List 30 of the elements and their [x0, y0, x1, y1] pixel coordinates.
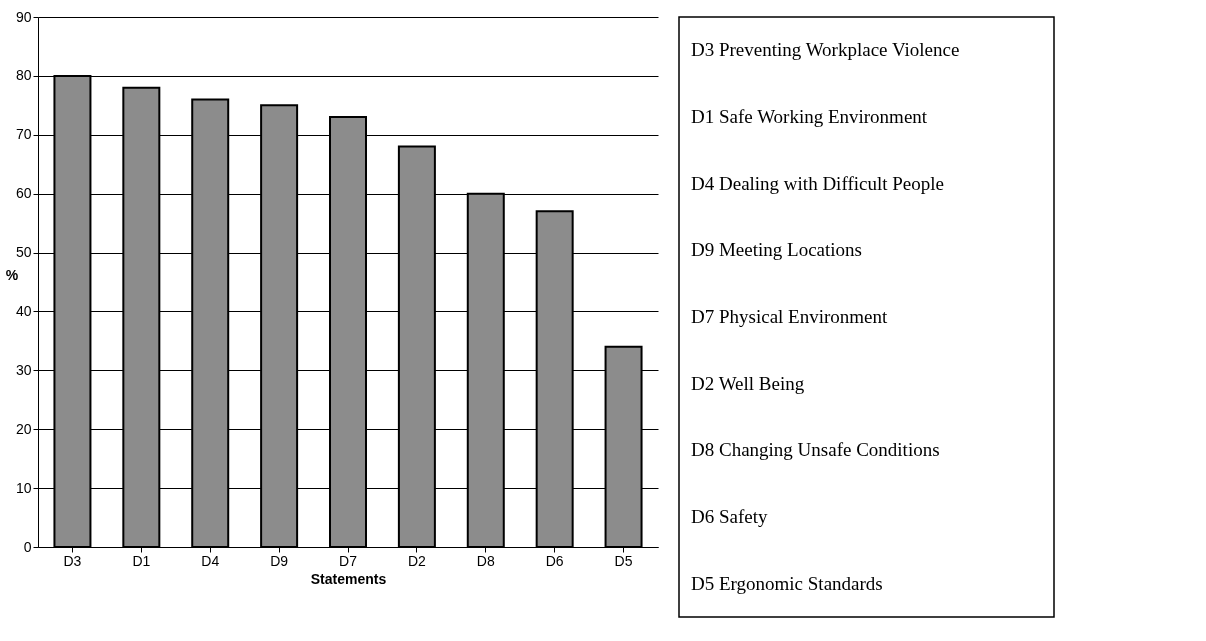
y-tick-label: 90	[15, 8, 32, 25]
text: D8 Changing Unsafe Conditions	[691, 439, 940, 461]
y-tick-label: 10	[15, 479, 32, 496]
text: D1 Safe Working Environment	[691, 106, 928, 127]
y-axis-title: %	[5, 266, 19, 283]
text: D6 Safety	[691, 506, 769, 527]
y-tick-label: 30	[15, 361, 32, 378]
x-tick-label: D1	[132, 552, 151, 569]
y-tick-label: 70	[15, 126, 32, 143]
y-tick-label: 40	[15, 302, 32, 319]
y-tick-label: 50	[15, 244, 32, 261]
x-axis-title: Statements	[310, 570, 387, 587]
y-tick-label: 60	[15, 185, 32, 202]
x-tick-label: D5	[614, 552, 633, 569]
x-tick-label: D6	[545, 552, 564, 569]
x-tick-label: D9	[270, 552, 289, 569]
x-tick-label: D7	[339, 552, 358, 569]
y-tick-label: 20	[15, 420, 32, 437]
y-tick-label: 80	[15, 67, 32, 84]
text: D3 Preventing Workplace Violence	[691, 39, 960, 61]
x-tick-label: D4	[201, 552, 220, 569]
x-tick-label: D8	[476, 552, 495, 569]
text: D4 Dealing with Difficult People	[691, 172, 944, 194]
text: D2 Well Being	[691, 372, 805, 394]
text: D9 Meeting Locations	[691, 239, 862, 261]
x-tick-label: D2	[407, 552, 427, 569]
text: D5 Ergonomic Standards	[691, 572, 883, 594]
x-tick-label: D3	[63, 552, 82, 569]
y-tick-label: 0	[23, 538, 32, 555]
text: D7 Physical Environment	[691, 306, 889, 327]
